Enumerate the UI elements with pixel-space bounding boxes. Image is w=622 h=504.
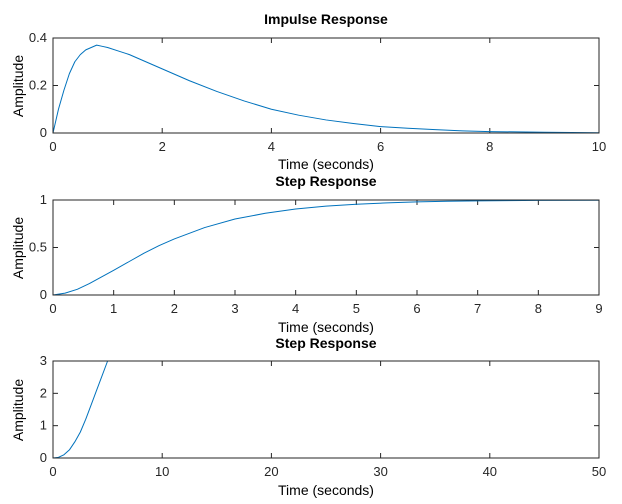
y-tick-label: 0.2	[29, 78, 47, 93]
y-tick-label: 0	[40, 450, 47, 465]
x-tick-label: 10	[155, 464, 169, 479]
x-tick-label: 4	[268, 139, 275, 154]
x-tick-label: 40	[483, 464, 497, 479]
y-tick-label: 2	[40, 385, 47, 400]
plot-area	[52, 360, 109, 459]
x-tick-label: 3	[231, 301, 238, 316]
y-tick-label: 0	[40, 125, 47, 140]
x-tick-label: 0	[49, 139, 56, 154]
y-tick-label: 1	[40, 192, 47, 207]
y-tick-label: 0.4	[29, 30, 47, 45]
x-tick-label: 4	[292, 301, 299, 316]
x-tick-label: 8	[535, 301, 542, 316]
y-axis-label: Amplitude	[10, 217, 26, 279]
tick-layer: 0 10 20 30 40 50 0 1 2 3	[40, 353, 606, 479]
chart-title: Step Response	[275, 173, 376, 189]
axes-box	[52, 37, 600, 134]
x-tick-label: 6	[413, 301, 420, 316]
panel-step-response-long: Step Response Amplitude Time (seconds) 0…	[10, 335, 606, 498]
y-tick-label: 3	[40, 353, 47, 368]
x-axis-label: Time (seconds)	[278, 482, 374, 498]
x-tick-label: 0	[49, 301, 56, 316]
x-axis-label: Time (seconds)	[278, 319, 374, 335]
axes-box	[52, 199, 600, 296]
series-line	[52, 199, 600, 296]
x-tick-label: 7	[474, 301, 481, 316]
x-tick-label: 10	[592, 139, 606, 154]
x-tick-label: 9	[595, 301, 602, 316]
tick-layer: 0 2 4 6 8 10 0 0.2 0.4	[29, 30, 606, 154]
series-line	[52, 360, 109, 459]
panel-impulse-response: Impulse Response Amplitude Time (seconds…	[10, 11, 606, 172]
y-tick-label: 0.5	[29, 240, 47, 255]
chart-title: Step Response	[275, 335, 376, 351]
x-tick-label: 50	[592, 464, 606, 479]
y-axis-label: Amplitude	[10, 379, 26, 441]
x-axis-label: Time (seconds)	[278, 156, 374, 172]
y-axis-label: Amplitude	[10, 55, 26, 117]
x-tick-label: 20	[264, 464, 278, 479]
y-tick-label: 0	[40, 287, 47, 302]
plot-area	[52, 44, 600, 134]
y-tick-label: 1	[40, 418, 47, 433]
x-tick-label: 6	[377, 139, 384, 154]
x-tick-label: 2	[171, 301, 178, 316]
axes-box	[52, 360, 600, 459]
x-tick-label: 5	[353, 301, 360, 316]
x-tick-label: 0	[49, 464, 56, 479]
panel-step-response-short: Step Response Amplitude Time (seconds) 0…	[10, 173, 603, 335]
chart-title: Impulse Response	[264, 11, 388, 27]
x-tick-label: 30	[373, 464, 387, 479]
x-tick-label: 8	[486, 139, 493, 154]
series-line	[52, 44, 600, 134]
x-tick-label: 1	[110, 301, 117, 316]
x-tick-label: 2	[159, 139, 166, 154]
